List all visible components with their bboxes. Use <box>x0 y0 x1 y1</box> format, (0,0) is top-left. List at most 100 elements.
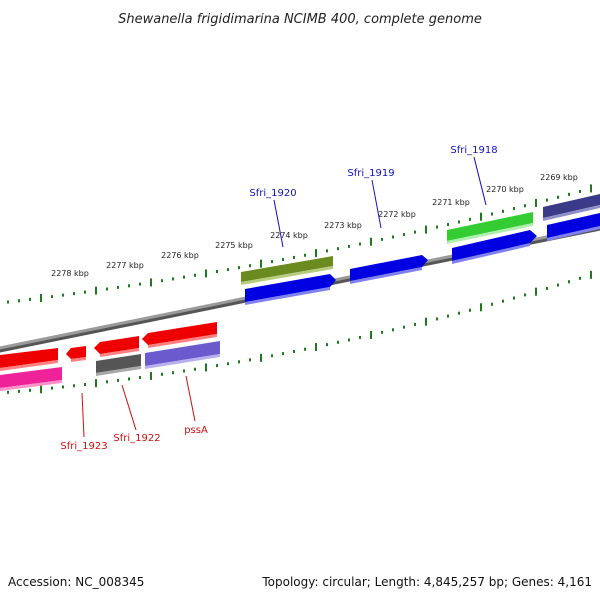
tick-label: 2274 kbp <box>270 231 308 240</box>
scale-tick <box>205 363 207 372</box>
accession-text: Accession: NC_008345 <box>8 575 144 589</box>
feature-arrow-blue[interactable] <box>350 255 428 281</box>
scale-tick <box>106 380 108 384</box>
gene-label-sfri-1920[interactable]: Sfri_1920 <box>249 188 296 199</box>
scale-tick <box>271 354 273 358</box>
scale-tick <box>535 198 537 207</box>
feature-blue[interactable] <box>547 213 600 238</box>
lower-feature-track <box>0 322 220 391</box>
scale-tick <box>183 369 185 373</box>
gene-labels-lower: Sfri_1923 Sfri_1922 pssA <box>60 375 208 452</box>
feature-arrow-red[interactable] <box>94 336 139 354</box>
scale-tick <box>458 311 460 315</box>
gene-label-sfri-1923[interactable]: Sfri_1923 <box>60 441 107 452</box>
scale-tick <box>73 292 75 296</box>
gene-label-sfri-1918[interactable]: Sfri_1918 <box>450 145 497 156</box>
scale-tick <box>403 325 405 329</box>
scale-labels: 2278 kbp 2277 kbp 2276 kbp 2275 kbp 2274… <box>51 173 578 278</box>
scale-tick <box>513 207 515 211</box>
scale-tick <box>293 255 295 259</box>
gene-label-pssa[interactable]: pssA <box>184 425 208 436</box>
scale-tick <box>447 223 449 227</box>
scale-tick <box>150 371 152 380</box>
scale-tick <box>458 220 460 224</box>
feature-arrow-blue[interactable] <box>452 230 537 261</box>
scale-tick <box>7 390 9 394</box>
scale-tick <box>227 362 229 366</box>
scale-tick <box>524 293 526 297</box>
scale-tick <box>568 280 570 284</box>
scale-tick <box>18 389 20 393</box>
gene-label-sfri-1919[interactable]: Sfri_1919 <box>347 168 394 179</box>
feature-olive[interactable] <box>241 256 333 282</box>
feature-arrow-red[interactable] <box>66 346 86 359</box>
scale-tick <box>128 284 130 288</box>
scale-tick <box>161 279 163 283</box>
scale-tick <box>425 225 427 234</box>
map-title: Shewanella frigidimarina NCIMB 400, comp… <box>118 12 482 27</box>
scale-ticks-upper <box>7 184 592 304</box>
feature-arrow-red[interactable] <box>142 322 217 345</box>
feature-green[interactable] <box>447 212 533 241</box>
scale-tick <box>282 352 284 356</box>
scale-tick <box>579 189 581 193</box>
scale-tick <box>480 303 482 312</box>
scale-tick <box>392 235 394 239</box>
scale-tick <box>128 377 130 381</box>
scale-tick <box>535 287 537 296</box>
scale-tick <box>40 293 42 302</box>
scale-tick <box>370 330 372 339</box>
tick-label: 2276 kbp <box>161 251 199 260</box>
scale-tick <box>315 249 317 258</box>
scale-tick <box>359 242 361 246</box>
scale-tick <box>304 253 306 257</box>
tick-label: 2278 kbp <box>51 269 89 278</box>
feature-navy[interactable] <box>543 194 600 218</box>
feature-gray[interactable] <box>96 354 141 373</box>
scale-tick <box>95 379 97 388</box>
scale-tick <box>359 335 361 339</box>
scale-tick <box>337 247 339 251</box>
gene-label-sfri-1922[interactable]: Sfri_1922 <box>113 433 160 444</box>
scale-tick <box>502 299 504 303</box>
feature-magenta[interactable] <box>0 367 62 388</box>
scale-tick <box>348 338 350 342</box>
scale-tick <box>106 287 108 291</box>
scale-tick <box>425 317 427 326</box>
scale-tick <box>216 270 218 274</box>
scale-tick <box>436 225 438 229</box>
scale-tick <box>392 328 394 332</box>
scale-tick <box>557 283 559 287</box>
scale-tick <box>172 371 174 375</box>
feature-arrow-blue[interactable] <box>245 274 336 302</box>
scale-tick <box>546 198 548 202</box>
scale-tick <box>95 286 97 295</box>
scale-tick <box>590 270 592 279</box>
tick-label: 2277 kbp <box>106 261 144 270</box>
scale-tick <box>238 266 240 270</box>
scale-tick <box>29 388 31 392</box>
scale-tick <box>73 384 75 388</box>
scale-ticks-lower <box>7 270 592 394</box>
scale-tick <box>326 249 328 253</box>
scale-tick <box>326 343 328 347</box>
scale-tick <box>557 195 559 199</box>
tick-label: 2269 kbp <box>540 173 578 182</box>
scale-tick <box>29 297 31 301</box>
feature-lavender[interactable] <box>145 341 220 366</box>
scale-tick <box>139 282 141 286</box>
scale-tick <box>524 204 526 208</box>
scale-tick <box>227 268 229 272</box>
feature-arrow-red[interactable] <box>0 348 58 368</box>
scale-tick <box>304 347 306 351</box>
scale-tick <box>337 340 339 344</box>
scale-tick <box>194 273 196 277</box>
scale-tick <box>62 293 64 297</box>
scale-tick <box>205 269 207 278</box>
scale-tick <box>370 237 372 246</box>
scale-tick <box>260 259 262 268</box>
scale-tick <box>447 314 449 318</box>
scale-tick <box>84 382 86 386</box>
gene-labels-upper: Sfri_1920 Sfri_1919 Sfri_1918 <box>249 145 498 248</box>
